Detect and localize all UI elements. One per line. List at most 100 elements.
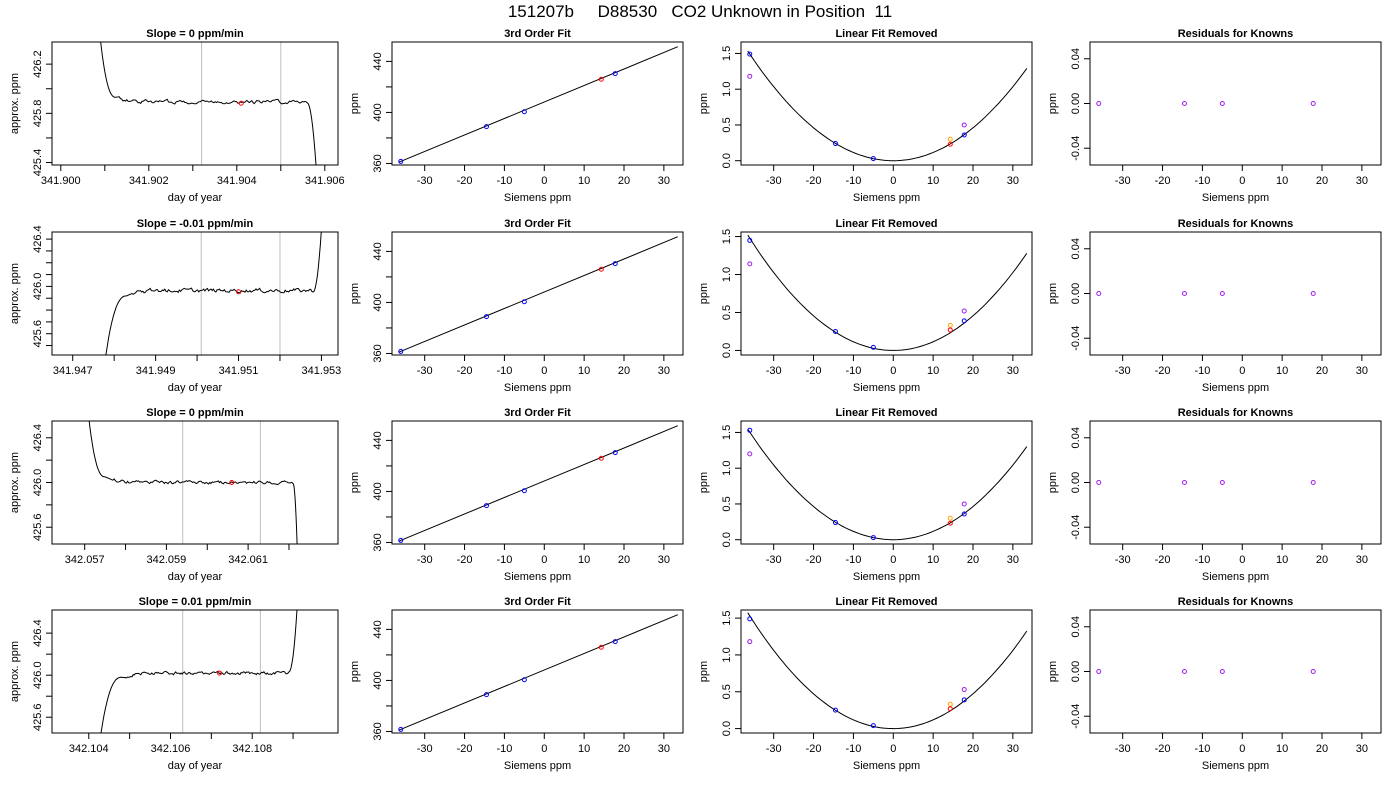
y-tick-label: 426.0 [32, 469, 44, 497]
x-tick-label: -10 [496, 365, 512, 377]
y-tick-label: 0.5 [721, 305, 733, 320]
y-tick-label: 425.4 [32, 149, 44, 177]
data-point [1219, 669, 1225, 674]
data-point [961, 697, 967, 703]
panel-title: Slope = 0 ppm/min [146, 28, 244, 40]
x-tick-label: -30 [417, 365, 433, 377]
panel-3-3: Linear Fit Removed Siemens ppm ppm -30 -20 -1… [698, 407, 1033, 583]
x-tick-label: -10 [845, 554, 861, 566]
x-tick-label: 20 [618, 743, 630, 755]
y-tick-label: -0.04 [1070, 326, 1082, 351]
fit-curve [747, 234, 1028, 351]
x-tick-label: -20 [1155, 175, 1171, 187]
plot-area [88, 421, 298, 544]
panel-title: Residuals for Knowns [1178, 218, 1294, 230]
y-tick-label: 0.5 [721, 684, 733, 699]
y-tick-label: 360 [372, 533, 384, 551]
plot-area [747, 50, 1028, 162]
unknown-point [236, 289, 242, 295]
y-axis-label: ppm [698, 283, 710, 304]
panel-title: 3rd Order Fit [504, 596, 571, 608]
x-axis-label: day of year [168, 382, 223, 394]
plot-frame [391, 231, 684, 356]
x-tick-label: 10 [1276, 743, 1288, 755]
y-tick-label: 1.0 [721, 647, 733, 662]
data-point [483, 314, 489, 320]
x-tick-label: 0 [1239, 743, 1245, 755]
panel-2-3: Linear Fit Removed Siemens ppm ppm -30 -20 -1… [698, 218, 1033, 394]
y-axis-label: approx. ppm [9, 452, 21, 513]
panel-1-3: Linear Fit Removed Siemens ppm ppm -30 -20 -1… [698, 28, 1033, 204]
x-tick-label: -10 [1194, 175, 1210, 187]
data-point [1181, 480, 1187, 485]
plot-area [398, 425, 679, 543]
plot-frame [391, 420, 684, 545]
x-tick-label: 30 [658, 554, 670, 566]
y-tick-label: 400 [372, 482, 384, 500]
y-tick-label: 0.04 [1070, 427, 1082, 448]
y-tick-label: 0.00 [1070, 283, 1082, 304]
x-tick-label: 20 [618, 365, 630, 377]
data-point [521, 299, 527, 305]
x-tick-label: -20 [1155, 365, 1171, 377]
y-tick-label: 0.04 [1070, 616, 1082, 637]
data-point [1310, 101, 1316, 106]
x-axis-label: day of year [168, 192, 223, 204]
panel-title: Linear Fit Removed [835, 28, 937, 40]
fit-line [398, 236, 679, 353]
x-tick-label: -10 [496, 175, 512, 187]
x-tick-label: -20 [457, 365, 473, 377]
x-tick-label: 341.900 [41, 175, 81, 187]
unknown-point [238, 100, 244, 106]
y-axis-label: ppm [349, 472, 361, 493]
y-tick-label: 1.0 [721, 82, 733, 97]
x-tick-label: 0 [890, 175, 896, 187]
fit-curve [747, 50, 1028, 162]
data-point [747, 261, 753, 267]
page-title: 151207b D88530 CO2 Unknown in Position 1… [507, 2, 893, 21]
plot-area [1096, 669, 1316, 674]
data-point [398, 726, 404, 732]
x-tick-label: 0 [1239, 175, 1245, 187]
x-tick-label: -10 [1194, 365, 1210, 377]
x-axis-label: Siemens ppm [1202, 192, 1269, 204]
data-point [961, 318, 967, 324]
x-tick-label: 10 [578, 175, 590, 187]
y-axis-label: ppm [698, 661, 710, 682]
plot-area [747, 612, 1028, 730]
panel-2-4: Residuals for Knowns Siemens ppm ppm -30 -20… [1047, 218, 1382, 394]
data-point [1181, 101, 1187, 106]
y-tick-label: 0.0 [721, 532, 733, 547]
data-point [612, 450, 618, 456]
y-tick-label: 0.00 [1070, 661, 1082, 682]
x-tick-label: 30 [658, 743, 670, 755]
data-point [398, 158, 404, 164]
y-tick-label: 440 [372, 52, 384, 70]
y-tick-label: 425.6 [32, 513, 44, 541]
plot-frame [51, 609, 339, 734]
data-point [832, 520, 838, 526]
x-tick-label: -30 [1115, 554, 1131, 566]
fit-curve [747, 612, 1028, 730]
plot-area [398, 46, 679, 164]
y-tick-label: 440 [372, 431, 384, 449]
y-tick-label: 425.6 [32, 320, 44, 348]
y-tick-label: 426.0 [32, 273, 44, 301]
data-point [598, 455, 604, 461]
data-point [947, 520, 953, 526]
x-tick-label: -20 [806, 554, 822, 566]
y-tick-label: 360 [372, 344, 384, 362]
y-tick-label: 0.04 [1070, 238, 1082, 259]
x-tick-label: 30 [1356, 175, 1368, 187]
x-tick-label: 10 [578, 554, 590, 566]
x-tick-label: 30 [1007, 743, 1019, 755]
x-tick-label: 10 [927, 743, 939, 755]
data-point [961, 511, 967, 517]
y-tick-label: 440 [372, 620, 384, 638]
x-tick-label: 341.951 [219, 365, 259, 377]
data-point [832, 707, 838, 713]
data-point [1181, 291, 1187, 296]
y-tick-label: 426.4 [32, 424, 44, 452]
panel-title: Residuals for Knowns [1178, 596, 1294, 608]
x-tick-label: -20 [806, 743, 822, 755]
